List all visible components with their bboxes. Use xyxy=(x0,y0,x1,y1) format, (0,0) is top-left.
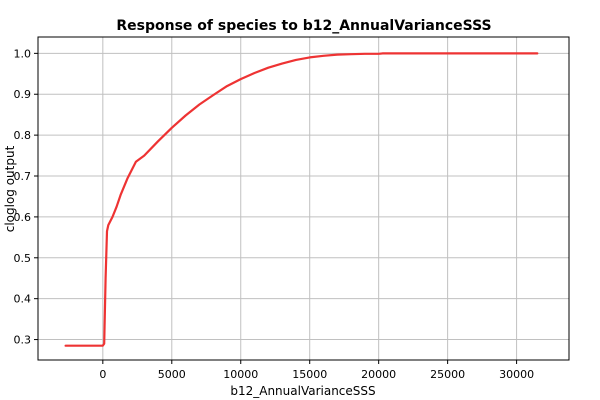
series-line xyxy=(64,52,539,347)
x-tick-label: 30000 xyxy=(499,368,534,381)
plot-frame xyxy=(37,36,570,361)
x-tick-label: 20000 xyxy=(361,368,396,381)
plot-area xyxy=(38,37,569,360)
y-tick-label: 0.6 xyxy=(14,211,32,224)
y-axis-label: cloglog output xyxy=(3,145,17,232)
y-tick-label: 1.0 xyxy=(14,47,32,60)
series-group xyxy=(64,52,539,347)
y-tick-label: 0.9 xyxy=(14,88,32,101)
x-tick-label: 15000 xyxy=(292,368,327,381)
y-tick-label: 0.8 xyxy=(14,129,32,142)
y-tick-label: 0.7 xyxy=(14,170,32,183)
chart-title: Response of species to b12_AnnualVarianc… xyxy=(116,18,491,34)
x-axis-label: b12_AnnualVarianceSSS xyxy=(230,384,375,398)
y-tick-label: 0.5 xyxy=(14,252,32,265)
y-axis-ticks: 0.3 0.4 0.5 0.6 0.7 0.8 0.9 1.0 xyxy=(14,47,38,347)
x-tick-label: 5000 xyxy=(158,368,186,381)
y-tick-label: 0.4 xyxy=(14,293,32,306)
x-tick-label: 25000 xyxy=(430,368,465,381)
y-tick-label: 0.3 xyxy=(14,334,32,347)
x-tick-label: 10000 xyxy=(223,368,258,381)
x-axis-ticks: 0 5000 10000 15000 20000 25000 30000 xyxy=(99,360,534,381)
grid-lines xyxy=(38,37,569,360)
x-tick-label: 0 xyxy=(99,368,106,381)
